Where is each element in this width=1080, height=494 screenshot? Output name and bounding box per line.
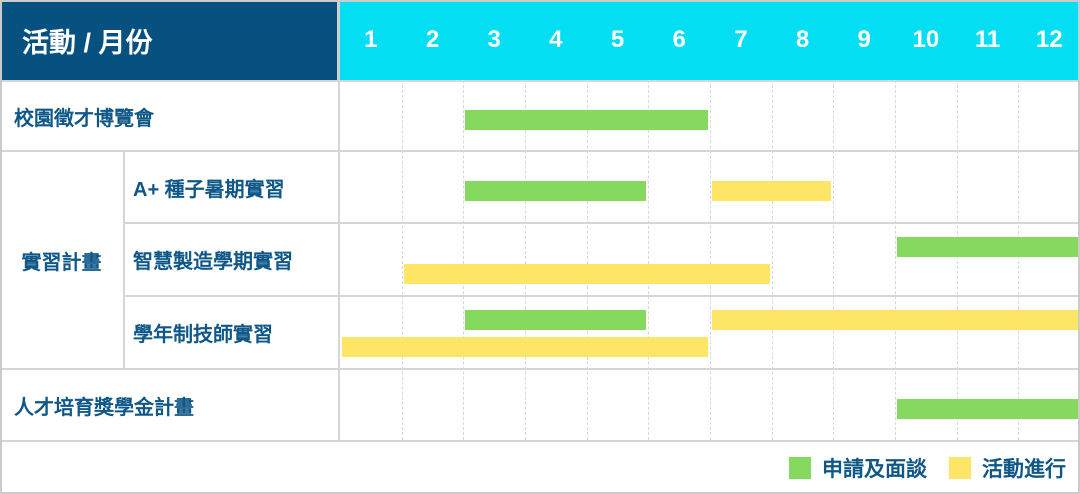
month-gridline [586, 80, 588, 440]
header-title-cell: 活動 / 月份 [0, 0, 340, 80]
gantt-row: 人才培育獎學金計畫 [0, 368, 1080, 440]
month-label: 5 [610, 26, 625, 53]
header-row: 活動 / 月份 1 2 3 4 5 6 7 8 9 10 11 12 [0, 0, 1080, 80]
gantt-bar-apply [465, 110, 708, 130]
row-label-cell: 校園徵才博覽會 [0, 82, 340, 150]
row-label-cell: 智慧製造學期實習 [0, 224, 340, 295]
legend-item: 申請及面談 [789, 453, 927, 483]
month-label: 10 [912, 26, 940, 53]
month-header: 1 2 3 4 5 6 7 8 9 10 11 12 [340, 0, 1080, 80]
month-gridline [956, 80, 958, 440]
month-label: 9 [857, 26, 871, 53]
row-label-cell: A+ 種子暑期實習 [0, 152, 340, 222]
gantt-bar-active [403, 264, 770, 284]
row-label: 智慧製造學期實習 [133, 251, 293, 273]
month-gridline [401, 80, 403, 440]
gantt-bar-apply [465, 181, 647, 201]
gantt-row: A+ 種子暑期實習 [0, 150, 1080, 222]
month-label: 12 [1035, 26, 1063, 53]
gantt-bar-active [342, 337, 708, 357]
month-gridline [648, 80, 650, 440]
month-label: 11 [974, 26, 1001, 53]
gantt-row: 校園徵才博覽會 [0, 80, 1080, 150]
row-label: 人才培育獎學金計畫 [14, 396, 194, 419]
gantt-bar-apply [897, 237, 1078, 257]
month-gridline [710, 80, 711, 440]
page-title: 活動 / 月份 [22, 27, 153, 58]
month-label: 2 [425, 26, 440, 53]
gantt-bar-active [712, 181, 832, 201]
legend-swatch-active [949, 457, 971, 479]
month-gridline [771, 80, 773, 440]
gantt-body: 校園徵才博覽會 A+ 種子暑期實習 智慧製造學期實習 學年制技師實習人才培育獎學金計畫… [0, 80, 1080, 440]
month-label: 7 [734, 26, 748, 53]
month-gridline [895, 80, 896, 440]
month-gridline [525, 80, 526, 440]
month-gridline [833, 80, 835, 440]
legend: 申請及面談 活動進行 [0, 440, 1080, 494]
gantt-row: 智慧製造學期實習 [0, 222, 1080, 295]
month-label: 6 [672, 26, 686, 53]
legend-label: 申請及面談 [822, 458, 927, 481]
gantt-bar-apply [897, 399, 1078, 419]
legend-swatch-apply [789, 457, 811, 479]
row-label-cell: 人才培育獎學金計畫 [0, 370, 340, 440]
group-label: 實習計畫 [21, 251, 102, 274]
row-label-cell: 學年制技師實習 [0, 297, 340, 368]
month-label: 8 [795, 26, 810, 53]
month-gridline [1018, 80, 1020, 440]
gantt-bar-apply [465, 310, 647, 330]
group-cell: 實習計畫 [0, 152, 125, 368]
legend-label: 活動進行 [982, 458, 1066, 481]
row-label: 校園徵才博覽會 [14, 107, 154, 130]
legend-item: 活動進行 [949, 453, 1066, 483]
gantt-row: 學年制技師實習 [0, 295, 1080, 368]
gantt-bar-active [712, 310, 1078, 330]
month-gridline [463, 80, 465, 440]
month-label: 1 [364, 26, 378, 53]
month-label: 4 [549, 26, 563, 53]
row-label: A+ 種子暑期實習 [133, 178, 285, 201]
month-label: 3 [487, 26, 501, 53]
row-label: 學年制技師實習 [133, 324, 273, 346]
